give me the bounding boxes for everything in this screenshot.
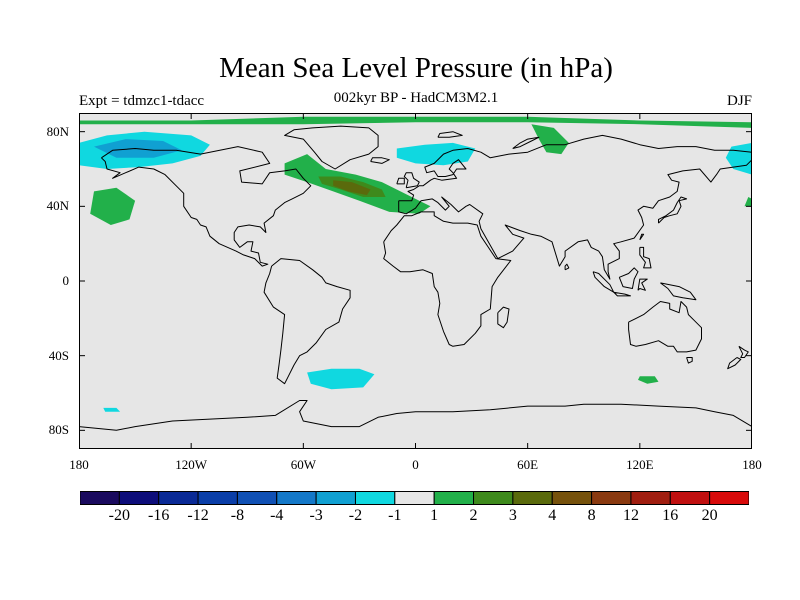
colorbar-swatch-0 <box>80 491 120 505</box>
colorbar-swatch-1 <box>118 491 160 505</box>
coastline-java <box>613 291 631 297</box>
coastlines <box>79 125 752 431</box>
colorbar-label-2: -12 <box>187 507 209 524</box>
coastline-ireland <box>396 177 405 185</box>
colorbar-label-13: 12 <box>622 507 639 524</box>
lat-label-0: 80N <box>46 123 69 139</box>
coastline-eurasia <box>398 134 752 280</box>
colorbar-swatch-3 <box>197 491 238 505</box>
lon-label-0: 180 <box>69 457 89 472</box>
lat-label-4: 80S <box>48 422 69 438</box>
anomaly-region-7 <box>333 180 371 196</box>
coastline-tasmania <box>686 357 693 364</box>
coastline-north-america <box>101 146 312 267</box>
colorbar-label-0: -20 <box>108 507 131 524</box>
lon-label-1: 120W <box>175 457 208 472</box>
experiment-label: Expt = tdmzc1-tdacc <box>79 93 205 109</box>
colorbar-swatch-8 <box>394 491 435 505</box>
colorbar-label-11: 4 <box>548 507 557 524</box>
coastline-australia <box>628 301 702 353</box>
coastline-taiwan <box>639 233 645 241</box>
coastline-sulawesi <box>637 278 648 291</box>
colorbar-swatch-11 <box>512 491 553 505</box>
colorbar-label-15: 20 <box>701 507 718 524</box>
lon-label-2: 60W <box>290 457 316 472</box>
colorbar-swatch-2 <box>158 491 199 505</box>
anomaly-region-10 <box>725 142 752 175</box>
coastline-new-zealand-north <box>738 345 749 358</box>
colorbar-label-4: -4 <box>270 507 284 524</box>
lon-label-3: 0 <box>412 457 419 472</box>
chart-subtitle: 002kyr BP - HadCM3M2.1 <box>333 90 499 106</box>
lat-label-3: 40S <box>48 347 69 363</box>
colorbar-swatch-13 <box>591 491 632 505</box>
lon-label-6: 180 <box>742 457 762 472</box>
chart-title: Mean Sea Level Pressure (in hPa) <box>219 52 613 84</box>
coastline-britain <box>403 172 420 189</box>
coastline-greenland <box>284 125 379 170</box>
colorbar-swatch-7 <box>354 491 396 505</box>
colorbar-swatch-10 <box>473 491 514 505</box>
coastline-sri-lanka <box>564 263 570 271</box>
coastline-new-zealand-south <box>727 357 742 370</box>
colorbar <box>80 491 749 505</box>
colorbar-label-10: 3 <box>508 507 517 524</box>
colorbar-swatch-12 <box>551 491 593 505</box>
anomaly-region-9 <box>396 142 476 166</box>
colorbar-label-7: -1 <box>388 507 402 524</box>
lon-label-4: 60E <box>517 457 539 472</box>
season-label: DJF <box>726 93 752 109</box>
coastline-japan <box>658 196 688 224</box>
lat-label-2: 0 <box>62 273 70 288</box>
anomaly-region-4 <box>744 197 752 207</box>
anomaly-region-12 <box>103 407 121 412</box>
colorbar-swatch-15 <box>669 491 711 505</box>
colorbar-label-6: -2 <box>348 507 363 524</box>
coastline-novaya-zemlya <box>512 136 540 149</box>
colorbar-swatch-9 <box>433 491 475 505</box>
anomaly-region-11 <box>307 368 375 390</box>
coastline-madagascar <box>497 306 510 329</box>
colorbar-swatch-5 <box>276 491 317 505</box>
coastline-philippines <box>639 246 652 269</box>
coastline-iceland <box>370 157 390 164</box>
pressure-anomaly-map <box>79 113 752 449</box>
lat-label-1: 40N <box>46 198 69 214</box>
lon-label-5: 120E <box>626 457 654 472</box>
colorbar-label-14: 16 <box>662 507 679 524</box>
axis-ticks <box>79 113 752 449</box>
colorbar-swatch-14 <box>630 491 671 505</box>
colorbar-swatch-4 <box>236 491 278 505</box>
colorbar-label-9: 2 <box>469 507 478 524</box>
colorbar-label-1: -16 <box>148 507 170 524</box>
anomaly-region-1 <box>90 187 136 225</box>
colorbar-label-12: 8 <box>587 507 596 524</box>
coastline-new-guinea <box>660 282 697 301</box>
coastline-svalbard <box>437 131 463 138</box>
colorbar-swatch-16 <box>709 491 749 505</box>
colorbar-swatch-6 <box>315 491 356 505</box>
coastline-borneo <box>618 267 639 289</box>
colorbar-label-5: -3 <box>309 507 323 524</box>
colorbar-label-8: 1 <box>430 507 439 524</box>
anomaly-region-5 <box>638 376 659 384</box>
coastline-africa <box>383 211 512 347</box>
colorbar-label-3: -8 <box>230 507 245 524</box>
coastline-south-america <box>263 258 351 385</box>
coastline-antarctica <box>79 400 752 431</box>
anomaly-region-3 <box>531 124 569 155</box>
